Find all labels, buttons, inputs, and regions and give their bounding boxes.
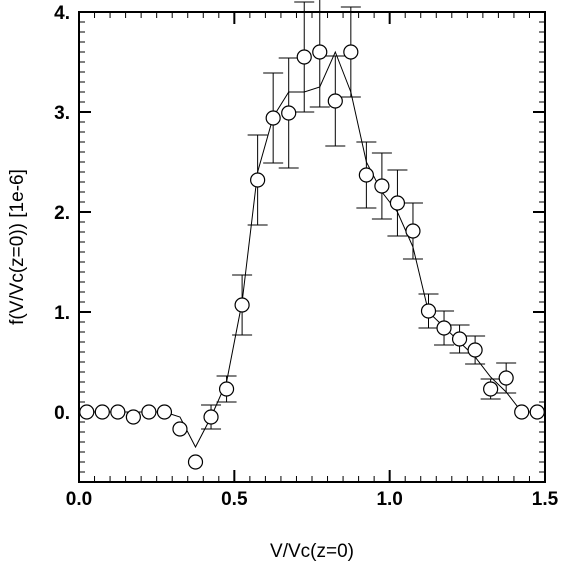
data-point <box>514 404 530 420</box>
model-polyline <box>86 50 538 449</box>
data-point <box>467 342 483 358</box>
data-points <box>79 44 545 470</box>
data-point <box>483 381 499 397</box>
y-tick-label: 3. <box>54 103 70 124</box>
data-point <box>156 404 173 420</box>
data-point <box>79 404 95 420</box>
data-point <box>281 105 297 121</box>
x-tick-label: 0.0 <box>66 489 92 510</box>
y-tick-label: 0. <box>54 403 70 424</box>
y-tick-labels: 0. 1. 2. 3. 4. <box>54 3 70 424</box>
data-point <box>451 331 468 347</box>
y-axis-label: f(V/Vc(z=0)) [1e-6] <box>7 169 28 325</box>
x-tick-label: 1.0 <box>376 489 402 510</box>
data-point <box>343 44 359 60</box>
error-bars <box>201 0 517 430</box>
data-point <box>234 297 250 313</box>
data-point <box>141 404 157 420</box>
data-point <box>265 110 281 126</box>
data-point <box>358 167 374 183</box>
y-tick-label: 2. <box>54 203 70 224</box>
data-point <box>420 303 437 319</box>
data-point <box>374 178 390 194</box>
data-point <box>250 172 266 188</box>
data-point <box>172 421 188 437</box>
x-axis-label: V/Vc(z=0) <box>270 541 354 562</box>
y-tick-label: 1. <box>54 303 70 324</box>
data-point <box>110 404 126 420</box>
data-point <box>125 409 141 425</box>
y-tick-label: 4. <box>54 3 70 24</box>
data-point <box>312 44 328 60</box>
data-point <box>405 223 421 239</box>
data-point <box>389 195 406 211</box>
data-point <box>529 404 545 420</box>
model-line <box>86 50 538 449</box>
data-point <box>203 409 219 425</box>
data-point <box>218 381 235 397</box>
data-point <box>296 49 312 65</box>
x-tick-label: 1.5 <box>532 489 559 510</box>
axis-ticks <box>78 11 546 482</box>
data-point <box>187 454 204 470</box>
data-point <box>94 404 110 420</box>
x-tick-labels: 0.0 0.5 1.0 1.5 <box>66 489 559 510</box>
x-tick-label: 0.5 <box>221 489 248 510</box>
data-point <box>498 370 514 386</box>
data-point <box>436 320 452 336</box>
data-point <box>327 93 343 109</box>
